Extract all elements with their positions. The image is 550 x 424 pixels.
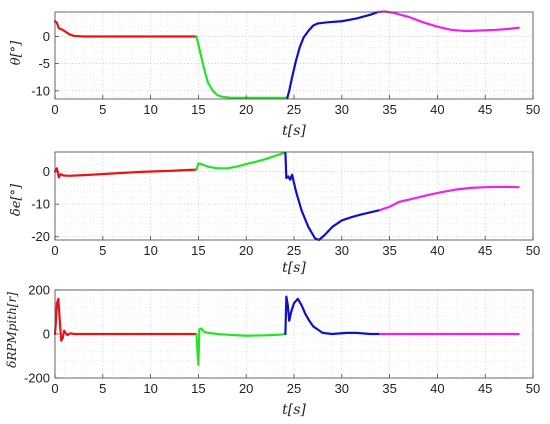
x-tick-label: 25 [287,243,301,258]
series-line-3 [377,10,520,33]
series-line-2 [284,151,382,242]
x-tick-label: 20 [239,102,253,117]
x-tick-label: 50 [526,102,540,117]
x-tick-label: 45 [478,243,492,258]
elevator-xlabel: t[s] [282,260,306,276]
grid [54,12,534,99]
x-tick-label: 10 [143,102,157,117]
y-tick-label: -200 [24,371,50,386]
x-tick-label: 10 [143,243,157,258]
series-line-1 [195,35,289,100]
x-tick-label: 0 [51,102,58,117]
x-tick-label: 30 [335,102,349,117]
x-tick-label: 50 [526,381,540,396]
x-tick-label: 40 [430,102,444,117]
x-tick-label: 30 [335,243,349,258]
y-tick-label: -10 [31,83,50,98]
series-line-2 [284,295,382,336]
x-tick-label: 35 [382,381,396,396]
rpm-xlabel: t[s] [282,402,306,418]
series-line-2 [286,10,380,100]
x-tick-label: 20 [239,243,253,258]
x-tick-label: 0 [51,243,58,258]
x-tick-label: 45 [478,102,492,117]
x-tick-label: 35 [382,102,396,117]
x-tick-label: 25 [287,102,301,117]
x-tick-label: 40 [430,243,444,258]
x-tick-label: 40 [430,381,444,396]
axes-frame [54,11,534,100]
x-tick-label: 5 [99,243,106,258]
x-tick-label: 15 [191,243,205,258]
theta-ylabel: θ[°] [9,40,24,65]
x-tick-label: 10 [143,381,157,396]
x-tick-label: 15 [191,381,205,396]
elevator-ylabel: δe[°] [9,183,24,216]
y-tick-label: 0 [43,29,50,44]
theta-xlabel: t[s] [282,123,306,139]
x-tick-label: 35 [382,243,396,258]
x-tick-label: 15 [191,102,205,117]
rpm-ylabel: δRPMpith[r] [5,292,19,368]
x-tick-label: 5 [99,381,106,396]
series-line-0 [53,167,198,179]
series-line-1 [195,327,287,366]
x-tick-label: 50 [526,243,540,258]
y-tick-label: 200 [28,283,50,298]
series-line-0 [53,20,198,38]
series-line-1 [195,151,287,171]
y-tick-label: -10 [31,197,50,212]
y-tick-label: 0 [43,164,50,179]
theta-panel: θ[°] t[s] 0 5 10 15 20 25 30 35 40 45 50 -10 -5 0 [9,10,540,139]
y-tick-label: 0 [43,327,50,342]
x-tick-label: 20 [239,381,253,396]
y-tick-label: -20 [31,229,50,244]
elevator-panel: δe[°] t[s] 0 5 10 15 20 25 30 35 40 45 50 -20 -10 0 [9,151,540,276]
x-tick-label: 5 [99,102,106,117]
grid [54,151,534,240]
series-line-3 [378,185,520,212]
x-tick-label: 30 [335,381,349,396]
x-tick-label: 25 [287,381,301,396]
x-tick-label: 0 [51,381,58,396]
y-tick-label: -5 [38,56,50,71]
rpm-panel: δRPMpith[r] t[s] 0 5 10 15 20 25 30 35 40 45 50 -20… [5,283,540,419]
series-line-0 [53,297,198,342]
x-tick-label: 45 [478,381,492,396]
